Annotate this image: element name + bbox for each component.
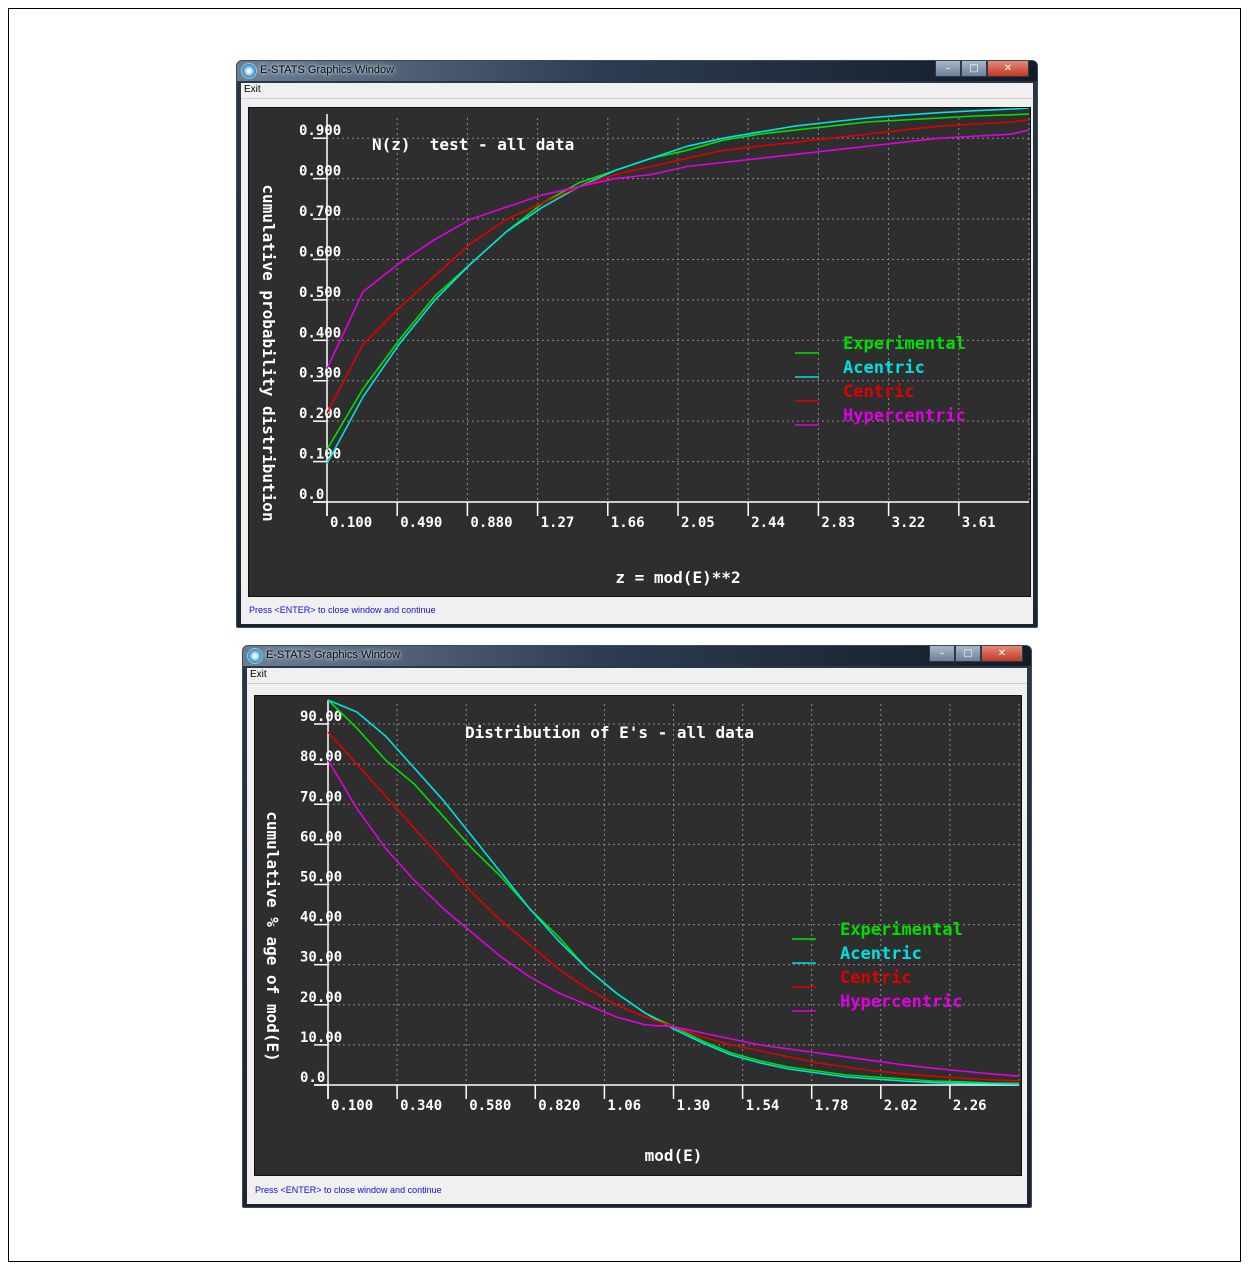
x-tick-label: 1.30 bbox=[677, 1098, 711, 1114]
menu-exit[interactable]: Exit bbox=[244, 84, 261, 95]
y-tick-label: 0.200 bbox=[299, 406, 341, 422]
x-tick-label: 0.580 bbox=[469, 1098, 511, 1114]
legend-label-hypercentric: Hypercentric bbox=[843, 406, 966, 426]
x-tick-label: 3.61 bbox=[962, 515, 996, 531]
series-line-hypercentric bbox=[326, 129, 1030, 369]
x-axis-label: z = mod(E)**2 bbox=[615, 568, 740, 587]
y-tick-label: 20.00 bbox=[300, 990, 342, 1006]
app-icon bbox=[247, 648, 263, 664]
y-tick-label: 0.0 bbox=[300, 1070, 325, 1086]
legend-label-hypercentric: Hypercentric bbox=[840, 992, 963, 1012]
x-tick-label: 2.02 bbox=[884, 1098, 918, 1114]
y-tick-label: 40.00 bbox=[300, 910, 342, 926]
y-tick-label: 30.00 bbox=[300, 950, 342, 966]
window-title: E-STATS Graphics Window bbox=[266, 649, 401, 661]
y-tick-label: 0.300 bbox=[299, 366, 341, 382]
chart-title: Distribution of E's - all data bbox=[465, 723, 754, 742]
x-tick-label: 1.27 bbox=[541, 515, 575, 531]
y-tick-label: 80.00 bbox=[300, 749, 342, 765]
y-tick-label: 60.00 bbox=[300, 829, 342, 845]
series-line-experimental bbox=[326, 113, 1030, 450]
x-tick-label: 2.83 bbox=[821, 515, 855, 531]
client-area: 0.100 0.490 0.880 1.27 1.66 2.05 2.44 2.83 3.22 3… bbox=[241, 99, 1033, 602]
x-tick-label: 0.100 bbox=[331, 1098, 373, 1114]
x-tick-label: 0.100 bbox=[330, 515, 372, 531]
graphics-window-2: E-STATS Graphics Window – □ ✕ Exit 0.100… bbox=[242, 645, 1032, 1208]
maximize-button[interactable]: □ bbox=[961, 61, 987, 77]
series-line-acentric bbox=[327, 699, 1020, 1085]
app-icon bbox=[241, 63, 257, 79]
x-tick-label: 0.820 bbox=[538, 1098, 580, 1114]
status-bar: Press <ENTER> to close window and contin… bbox=[247, 1182, 1027, 1204]
x-tick-label: 1.78 bbox=[815, 1098, 849, 1114]
x-tick-label: 2.44 bbox=[751, 515, 785, 531]
menu-exit[interactable]: Exit bbox=[250, 669, 267, 680]
x-tick-label: 0.490 bbox=[400, 515, 442, 531]
legend-label-experimental: Experimental bbox=[843, 334, 966, 354]
chart-svg: 0.100 0.490 0.880 1.27 1.66 2.05 2.44 2.83 3.22 3… bbox=[259, 108, 1030, 587]
client-area: 0.100 0.340 0.580 0.820 1.06 1.30 1.54 1.78 2.02… bbox=[247, 684, 1027, 1182]
page-frame bbox=[8, 8, 1241, 1262]
y-tick-label: 0.500 bbox=[299, 285, 341, 301]
legend-label-centric: Centric bbox=[840, 968, 912, 988]
legend: Experimental Acentric Centric Hypercentric bbox=[792, 920, 963, 1012]
y-tick-label: 0.400 bbox=[299, 325, 341, 341]
grid bbox=[327, 704, 1020, 1086]
graphics-window-1: E-STATS Graphics Window – □ ✕ Exit 0.100… bbox=[236, 60, 1038, 628]
y-tick-label: 70.00 bbox=[300, 789, 342, 805]
title-bar[interactable]: E-STATS Graphics Window – □ ✕ bbox=[237, 61, 1037, 81]
legend-label-acentric: Acentric bbox=[840, 944, 922, 964]
minimize-button[interactable]: – bbox=[929, 646, 955, 662]
x-tick-label: 1.66 bbox=[611, 515, 645, 531]
legend: Experimental Acentric Centric Hypercentric bbox=[795, 334, 966, 426]
y-tick-label: 0.0 bbox=[299, 487, 324, 503]
y-tick-label: 10.00 bbox=[300, 1030, 342, 1046]
x-tick-label: 2.05 bbox=[681, 515, 715, 531]
x-tick-label: 1.54 bbox=[746, 1098, 780, 1114]
chart-title: N(z) test - all data bbox=[372, 135, 574, 154]
maximize-button[interactable]: □ bbox=[955, 646, 981, 662]
status-text: Press <ENTER> to close window and contin… bbox=[255, 1185, 442, 1195]
status-text: Press <ENTER> to close window and contin… bbox=[249, 605, 436, 615]
y-tick-label: 0.600 bbox=[299, 244, 341, 260]
y-axis-label: cumulative % age of mod(E) bbox=[263, 811, 282, 1061]
close-button[interactable]: ✕ bbox=[987, 61, 1029, 77]
x-tick-label: 0.880 bbox=[470, 515, 512, 531]
series-line-hypercentric bbox=[327, 759, 1020, 1077]
x-tick-label: 2.26 bbox=[953, 1098, 987, 1114]
x-tick-label: 1.06 bbox=[607, 1098, 641, 1114]
window-title: E-STATS Graphics Window bbox=[260, 64, 395, 76]
minimize-button[interactable]: – bbox=[935, 61, 961, 77]
y-axis-label: cumulative probability distribution bbox=[259, 184, 278, 521]
menu-bar: Exit bbox=[247, 668, 1027, 684]
chart-canvas: 0.100 0.490 0.880 1.27 1.66 2.05 2.44 2.83 3.22 3… bbox=[248, 107, 1031, 597]
title-bar[interactable]: E-STATS Graphics Window – □ ✕ bbox=[243, 646, 1031, 666]
chart-svg: 0.100 0.340 0.580 0.820 1.06 1.30 1.54 1.78 2.02… bbox=[263, 699, 1020, 1165]
legend-label-acentric: Acentric bbox=[843, 358, 925, 378]
status-bar: Press <ENTER> to close window and contin… bbox=[241, 602, 1033, 624]
chart-canvas: 0.100 0.340 0.580 0.820 1.06 1.30 1.54 1.78 2.02… bbox=[254, 695, 1022, 1176]
grid bbox=[326, 118, 1030, 503]
y-tick-label: 90.00 bbox=[300, 709, 342, 725]
legend-label-centric: Centric bbox=[843, 382, 915, 402]
close-button[interactable]: ✕ bbox=[981, 646, 1023, 662]
x-tick-label: 0.340 bbox=[400, 1098, 442, 1114]
series-line-centric bbox=[326, 119, 1030, 414]
series-line-acentric bbox=[326, 108, 1030, 464]
y-tick-label: 50.00 bbox=[300, 869, 342, 885]
y-tick-label: 0.900 bbox=[299, 123, 341, 139]
y-tick-label: 0.800 bbox=[299, 164, 341, 180]
x-axis-label: mod(E) bbox=[645, 1146, 703, 1165]
x-tick-label: 3.22 bbox=[892, 515, 926, 531]
y-tick-label: 0.700 bbox=[299, 204, 341, 220]
menu-bar: Exit bbox=[241, 83, 1033, 99]
legend-label-experimental: Experimental bbox=[840, 920, 963, 940]
